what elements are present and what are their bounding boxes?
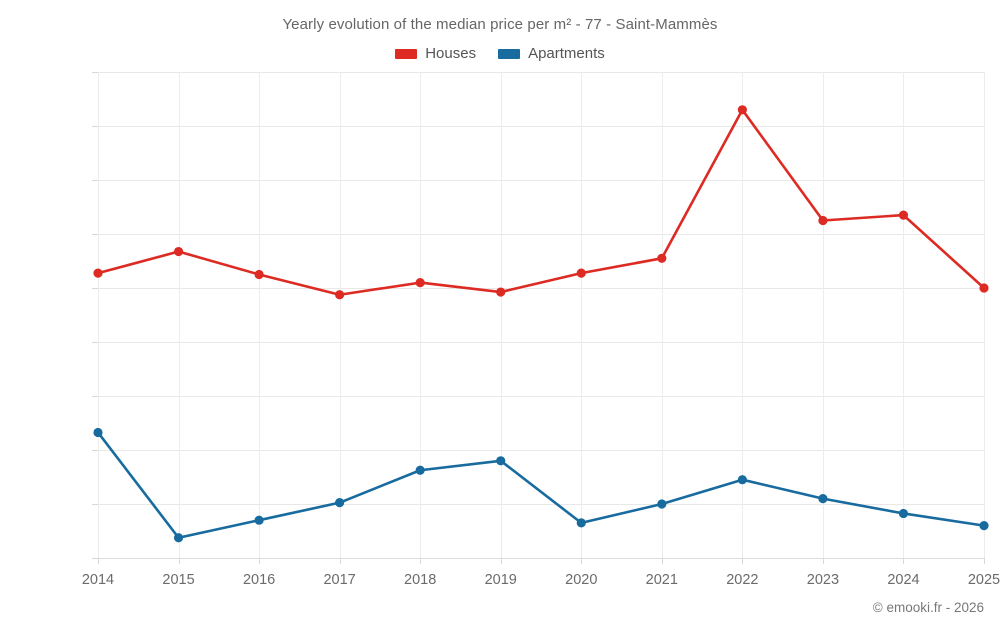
data-point[interactable] xyxy=(335,290,345,300)
data-point[interactable] xyxy=(335,498,345,508)
x-tick-mark xyxy=(98,558,99,564)
y-tick-mark xyxy=(92,126,98,127)
data-point[interactable] xyxy=(93,427,103,438)
x-tick-label: 2015 xyxy=(162,572,195,588)
gridline-vertical xyxy=(742,72,744,558)
data-point[interactable] xyxy=(254,515,264,525)
data-point[interactable] xyxy=(415,278,425,288)
data-point[interactable] xyxy=(898,508,909,519)
x-tick-label: 2018 xyxy=(404,572,437,588)
gridline-horizontal xyxy=(98,504,984,505)
legend-label-houses: Houses xyxy=(425,45,477,62)
series-line xyxy=(96,108,986,297)
gridline-vertical xyxy=(98,72,99,558)
gridline-vertical xyxy=(984,72,985,558)
gridline-vertical xyxy=(259,72,261,558)
data-point[interactable] xyxy=(737,105,747,115)
legend-swatch-red-icon xyxy=(395,48,418,59)
series-line xyxy=(96,431,986,540)
x-tick-label: 2021 xyxy=(645,572,678,588)
data-point[interactable] xyxy=(576,268,586,278)
x-tick-mark xyxy=(420,558,422,564)
series-houses xyxy=(93,105,989,300)
y-tick-mark xyxy=(92,396,98,397)
data-point[interactable] xyxy=(898,210,909,220)
gridline-horizontal xyxy=(98,450,984,451)
x-tick-label: 2022 xyxy=(726,572,759,588)
y-tick-mark xyxy=(92,180,98,181)
data-point[interactable] xyxy=(979,283,989,293)
data-point[interactable] xyxy=(737,475,747,485)
x-tick-mark xyxy=(984,558,985,564)
y-tick-mark xyxy=(92,72,98,73)
data-point[interactable] xyxy=(818,494,828,504)
x-tick-mark xyxy=(742,558,744,564)
x-tick-label: 2020 xyxy=(565,572,598,588)
data-point[interactable] xyxy=(657,499,667,509)
series-layer xyxy=(93,105,989,543)
data-point[interactable] xyxy=(979,521,989,531)
data-point[interactable] xyxy=(173,246,184,257)
legend-label-apartments: Apartments xyxy=(528,45,605,62)
x-tick-label: 2025 xyxy=(967,572,1000,588)
y-tick-mark xyxy=(92,504,98,505)
gridline-vertical xyxy=(581,72,583,558)
x-tick-mark xyxy=(581,558,583,564)
chart-title: Yearly evolution of the median price per… xyxy=(282,16,718,33)
x-tick-mark xyxy=(822,558,824,564)
legend-swatch-blue-icon xyxy=(498,48,521,59)
data-point[interactable] xyxy=(173,533,184,543)
data-point[interactable] xyxy=(818,215,828,226)
x-tick-label: 2014 xyxy=(81,572,115,588)
series-apartments xyxy=(93,427,989,543)
x-tick-mark xyxy=(661,558,663,564)
data-point[interactable] xyxy=(657,253,667,263)
y-tick-mark xyxy=(92,288,98,289)
gridline-horizontal xyxy=(98,126,984,127)
y-tick-mark xyxy=(92,342,98,343)
data-point[interactable] xyxy=(496,287,506,297)
y-tick-mark xyxy=(92,234,98,235)
x-tick-mark xyxy=(500,558,502,564)
gridline-vertical xyxy=(822,72,824,558)
gridline-horizontal xyxy=(98,180,984,181)
x-tick-label: 2016 xyxy=(242,572,276,588)
data-point[interactable] xyxy=(93,268,103,278)
data-point[interactable] xyxy=(576,518,586,528)
y-tick-mark xyxy=(92,450,98,451)
gridline-horizontal xyxy=(98,234,984,235)
legend-item-houses[interactable]: Houses xyxy=(395,45,476,62)
x-tick-mark xyxy=(259,558,261,564)
data-point[interactable] xyxy=(496,456,506,466)
chart-legend: Houses Apartments xyxy=(0,45,1000,62)
data-point[interactable] xyxy=(254,269,264,280)
x-tick-label: 2023 xyxy=(806,572,840,588)
x-tick-mark xyxy=(339,558,341,564)
plot-area: 1 400 €1 600 €1 800 €2 000 €2 200 €2 400… xyxy=(82,72,1000,588)
chart-footer-credit: © emooki.fr - 2026 xyxy=(872,600,984,615)
gridline-vertical xyxy=(339,72,341,558)
x-tick-mark xyxy=(903,558,905,564)
legend-item-apartments[interactable]: Apartments xyxy=(498,45,605,62)
gridline-vertical xyxy=(661,72,663,558)
gridline-vertical xyxy=(178,72,180,558)
gridline-horizontal xyxy=(98,396,984,397)
x-tick-label: 2017 xyxy=(323,572,356,588)
gridline-horizontal xyxy=(98,72,984,73)
gridline-vertical xyxy=(903,72,905,558)
y-tick-mark xyxy=(92,558,98,559)
gridline-horizontal xyxy=(98,342,984,343)
gridline-vertical xyxy=(500,72,502,558)
gridline-vertical xyxy=(420,72,422,558)
x-tick-label: 2024 xyxy=(887,572,920,588)
data-point[interactable] xyxy=(415,465,425,475)
x-tick-label: 2019 xyxy=(484,572,517,588)
x-tick-mark xyxy=(178,558,180,564)
x-axis-baseline xyxy=(98,558,984,559)
gridline-horizontal xyxy=(98,288,984,289)
